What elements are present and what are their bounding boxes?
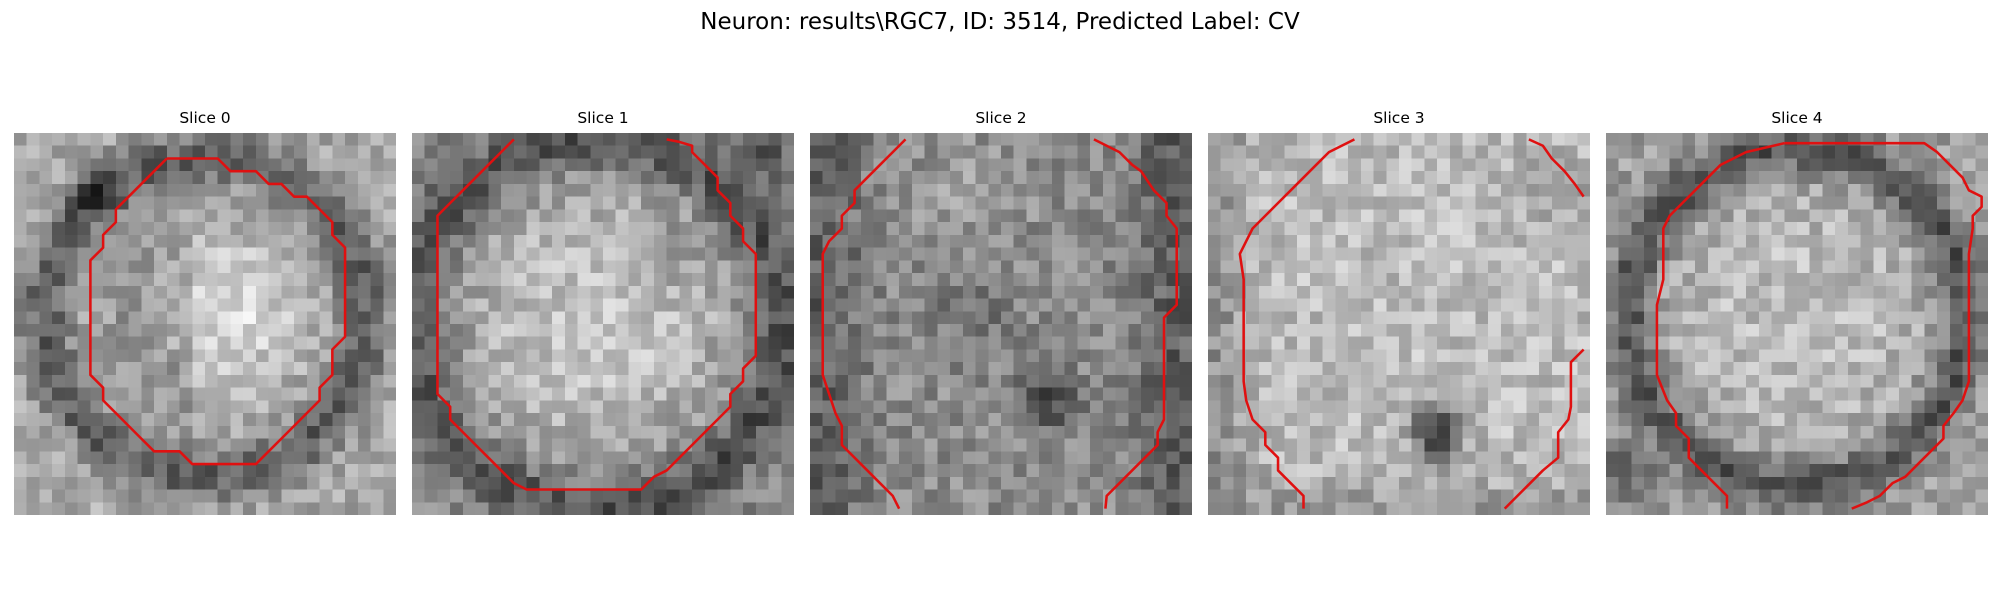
contour-line: [89, 157, 347, 466]
slice-title: Slice 2: [975, 109, 1027, 127]
slice-title: Slice 0: [179, 109, 231, 127]
figure-title: Neuron: results\RGC7, ID: 3514, Predicte…: [700, 9, 1300, 35]
slice-title: Slice 4: [1771, 109, 1823, 127]
slice-panel: Slice 3: [1208, 108, 1590, 515]
contour-line: [436, 138, 758, 491]
contour-line: [1655, 141, 1785, 509]
slice-image: [14, 133, 396, 515]
slice-panel: Slice 0: [14, 108, 396, 515]
slice-title: Slice 3: [1373, 109, 1425, 127]
slice-panel: Slice 4: [1606, 108, 1988, 515]
slice-image: [412, 133, 794, 515]
slice-image: [810, 133, 1192, 515]
slice-panel: Slice 2: [810, 108, 1192, 515]
contour-line: [1093, 138, 1178, 509]
slice-image: [1606, 133, 1988, 515]
contour-line: [1784, 141, 1983, 510]
slice-image: [1208, 133, 1590, 515]
slice-title: Slice 1: [577, 109, 629, 127]
contour-line: [1503, 348, 1585, 510]
contour-line: [1528, 138, 1585, 198]
contour-line: [821, 138, 907, 510]
contour-line: [1238, 138, 1356, 509]
slice-panel: Slice 1: [412, 108, 794, 515]
